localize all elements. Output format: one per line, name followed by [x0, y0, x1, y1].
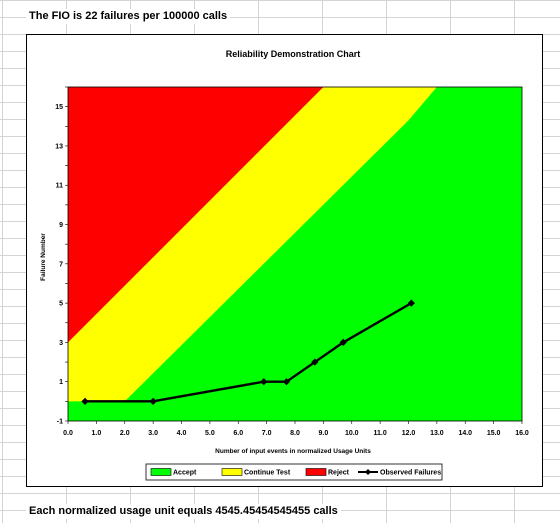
- legend-label: Accept: [173, 470, 197, 477]
- x-tick-label: 6.0: [233, 430, 243, 437]
- legend-swatch: [221, 468, 243, 476]
- y-axis-title: Failure Number: [40, 233, 47, 281]
- legend-swatch: [150, 468, 172, 476]
- y-tick-label: 7: [59, 261, 63, 268]
- observed-failure-marker: [339, 338, 347, 347]
- y-tick-label: 1: [59, 379, 63, 386]
- reject-region: [68, 87, 324, 343]
- x-tick-label: 9.0: [319, 430, 329, 437]
- x-tick-label: 14.0: [458, 430, 472, 437]
- observed-failure-marker: [282, 378, 291, 386]
- y-tick-label: -1: [57, 419, 63, 426]
- observed-failure-marker: [407, 299, 415, 307]
- usage-unit-text: Each normalized usage unit equals 4545.4…: [26, 504, 341, 519]
- y-tick-label: 13: [55, 143, 63, 150]
- y-tick-label: 3: [59, 340, 63, 347]
- fio-text: The FIO is 22 failures per 100000 calls: [26, 9, 231, 24]
- legend-swatch: [305, 468, 327, 476]
- legend-label: Continue Test: [244, 470, 291, 477]
- legend-box: [145, 463, 443, 481]
- legend-marker: [365, 469, 371, 475]
- y-tick-label: 5: [59, 301, 63, 308]
- legend-label: Observed Failures: [380, 470, 441, 477]
- x-tick-label: 8.0: [290, 430, 300, 437]
- x-tick-label: 16.0: [515, 430, 529, 437]
- reliability-chart: Reliability Demonstration Chart -1135791…: [40, 49, 529, 481]
- y-tick-label: 11: [56, 183, 64, 190]
- chart-title: Reliability Demonstration Chart: [226, 49, 361, 59]
- observed-failure-marker: [81, 397, 89, 405]
- x-tick-label: 11.0: [374, 430, 387, 437]
- x-tick-label: 10.0: [345, 430, 359, 437]
- y-tick-label: 9: [59, 222, 63, 229]
- x-tick-label: 4.0: [177, 430, 187, 437]
- x-tick-label: 3.0: [148, 430, 158, 437]
- x-tick-label: 15.0: [487, 430, 501, 437]
- legend: Accept Continue Test Reject Observed Failur…: [145, 463, 443, 481]
- x-tick-label: 2.0: [120, 430, 130, 437]
- observed-failure-marker: [149, 397, 157, 405]
- x-tick-label: 1.0: [92, 430, 102, 437]
- x-tick-label: 12.0: [402, 430, 416, 437]
- observed-failure-marker: [311, 358, 319, 366]
- legend-label: Reject: [328, 470, 350, 477]
- chart-area: Reliability Demonstration Chart -1 1 3 5 7 9 1…: [26, 34, 543, 487]
- x-axis-title: Number of input events in normalized Usa…: [215, 448, 371, 455]
- x-tick-label: 7.0: [262, 430, 272, 437]
- y-tick-label: 15: [55, 104, 63, 111]
- x-tick-label: 0.0: [63, 430, 73, 437]
- x-tick-label: 5.0: [205, 430, 215, 437]
- x-tick-label: 13.0: [430, 430, 444, 437]
